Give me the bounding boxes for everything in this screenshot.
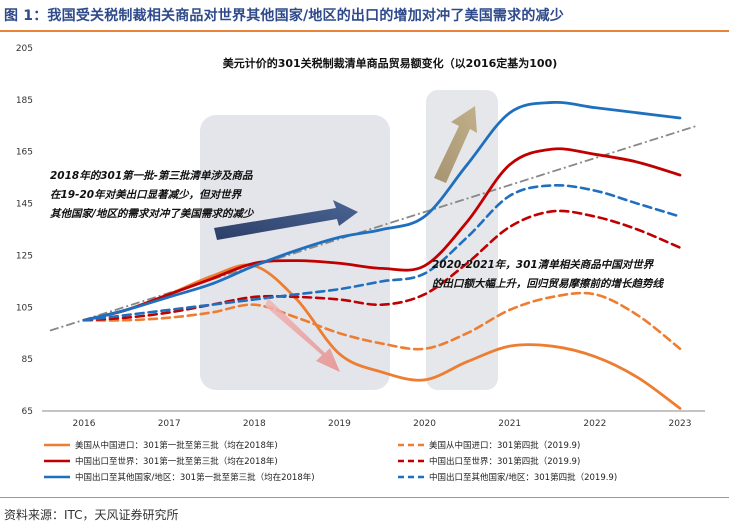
x-tick-label: 2017 — [158, 419, 181, 429]
arrow-up-blue — [214, 200, 358, 240]
x-tick-label: 2018 — [243, 419, 266, 429]
annotation-2018-line-1: 2018年的301第一批-第三批清单涉及商品 — [50, 169, 253, 182]
annotation-2018: 2018年的301第一批-第三批清单涉及商品 在19-20年对美出口显著减少，但… — [50, 169, 255, 220]
y-tick-label: 85 — [22, 355, 33, 365]
line-chart: 美元计价的301关税制裁清单商品贸易额变化（以2016定基为100) 65 85 1… — [16, 44, 705, 483]
series-line-cn-export-world-list-4 — [82, 209, 682, 322]
series-line-us-import-list-4 — [82, 291, 682, 351]
trend-line — [49, 124, 698, 332]
legend-label: 中国出口至其他国家/地区：301第一批至第三批（均在2018年) — [75, 472, 315, 483]
chart-legend: 美国从中国进口：301第一批至第三批（均在2018年) 美国从中国进口：301第四… — [44, 440, 617, 483]
x-tick-label: 2016 — [73, 419, 96, 429]
annotation-2018-line-2: 在19-20年对美出口显著减少，但对世界 — [50, 188, 243, 201]
y-tick-label: 65 — [22, 407, 33, 417]
arrow-down-red — [265, 298, 340, 372]
title-rule — [0, 30, 729, 32]
x-tick-label: 2019 — [328, 419, 351, 429]
annotation-2020-line-1: 2020-2021年，301清单相关商品中国对世界 — [432, 258, 655, 271]
chart-title: 美元计价的301关税制裁清单商品贸易额变化（以2016定基为100) — [223, 56, 558, 70]
y-tick-label: 185 — [16, 96, 33, 106]
x-tick-label: 2020 — [413, 419, 436, 429]
legend-label: 美国从中国进口：301第四批（2019.9) — [429, 440, 580, 451]
series-line-cn-export-other-lists-1-3 — [82, 100, 682, 322]
arrow-up-tan — [434, 106, 477, 183]
annotation-2018-line-3: 其他国家/地区的需求对冲了美国需求的减少 — [50, 207, 255, 220]
source-note: 资料来源：ITC，天风证券研究所 — [4, 508, 179, 522]
y-tick-label: 165 — [16, 148, 33, 158]
figure-title: 图 1：我国受关税制裁相关商品对世界其他国家/地区的出口的增加对冲了美国需求的减… — [4, 8, 564, 24]
y-tick-label: 145 — [16, 200, 33, 210]
annotation-2020-line-2: 的出口额大幅上升，回归贸易摩擦前的增长趋势线 — [432, 277, 664, 290]
x-tick-label: 2021 — [498, 419, 521, 429]
source-rule — [0, 497, 729, 498]
annotation-2020: 2020-2021年，301清单相关商品中国对世界 的出口额大幅上升，回归贸易摩… — [432, 258, 664, 290]
legend-label: 中国出口至世界：301第四批（2019.9) — [429, 456, 580, 467]
series-line-cn-export-other-list-4 — [82, 183, 682, 322]
series-line-cn-export-world-lists-1-3 — [82, 147, 682, 322]
y-tick-label: 105 — [16, 303, 33, 313]
x-tick-label: 2022 — [583, 419, 606, 429]
legend-label: 中国出口至世界：301第一批至第三批（均在2018年) — [75, 456, 278, 467]
y-tick-label: 205 — [16, 44, 33, 54]
legend-label: 美国从中国进口：301第一批至第三批（均在2018年) — [75, 440, 278, 451]
y-tick-label: 125 — [16, 251, 33, 261]
legend-label: 中国出口至其他国家/地区：301第四批（2019.9) — [429, 472, 617, 483]
x-tick-label: 2023 — [669, 419, 692, 429]
